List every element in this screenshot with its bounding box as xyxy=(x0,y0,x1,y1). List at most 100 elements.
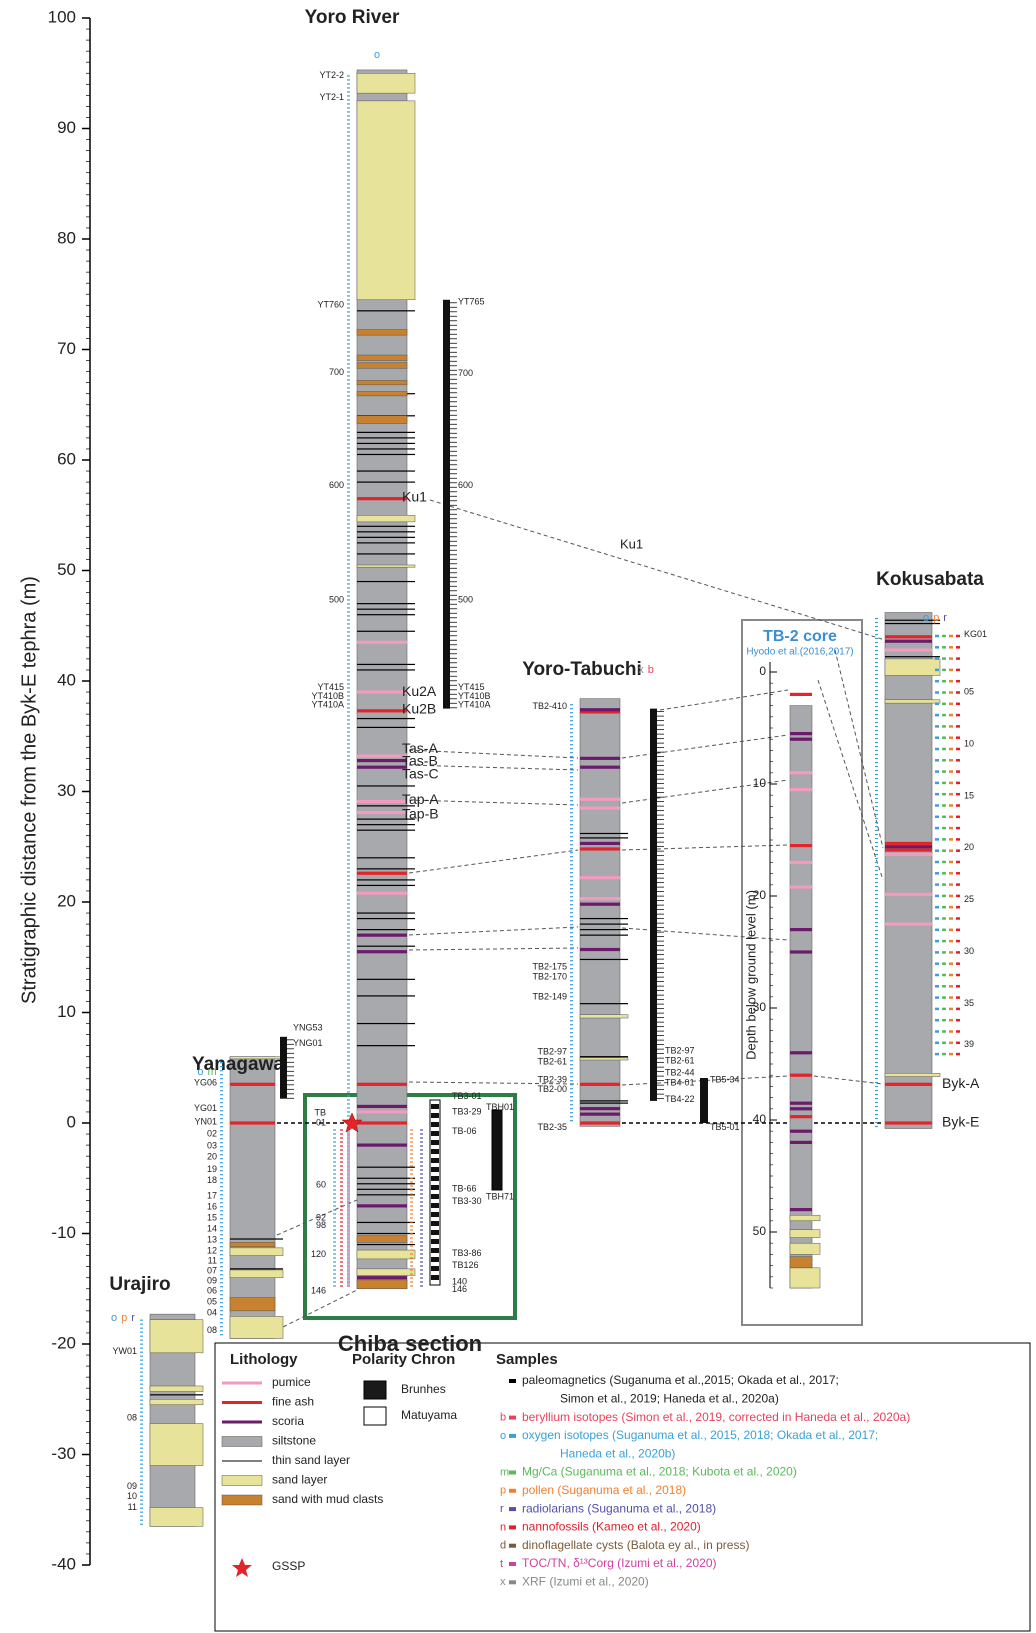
legend-letter: o xyxy=(500,1430,506,1442)
layer xyxy=(229,1242,276,1248)
layer xyxy=(579,1057,629,1061)
layer xyxy=(357,553,415,555)
legend-label: pumice xyxy=(272,1375,311,1389)
sample-label: TB5-34 xyxy=(710,1074,740,1084)
sample-label: YT765 xyxy=(458,296,485,306)
layer xyxy=(580,929,628,931)
tephra-label: Byk-A xyxy=(942,1075,980,1091)
layer xyxy=(885,852,932,857)
legend-label: radiolarians (Suganuma et al., 2018) xyxy=(522,1501,716,1515)
layer xyxy=(885,892,932,896)
legend-swatch xyxy=(363,1406,387,1426)
sample-label: TB2-175 xyxy=(532,962,567,972)
layer xyxy=(885,656,940,658)
sample-label: YW01 xyxy=(112,1346,137,1356)
sample-label: YT410B xyxy=(458,691,491,701)
legend-title: Polarity Chron xyxy=(352,1351,455,1368)
layer xyxy=(356,1235,408,1243)
layer xyxy=(580,958,628,961)
legend-swatch xyxy=(509,1507,516,1512)
section-title: Urajiro xyxy=(109,1274,170,1295)
correlation-line xyxy=(408,749,579,759)
polarity-block xyxy=(431,1275,439,1280)
sample-label: 92 xyxy=(316,1212,326,1222)
layer xyxy=(357,531,415,533)
layer xyxy=(357,1082,407,1086)
tick-label: 50 xyxy=(57,560,76,579)
layer xyxy=(790,1101,812,1105)
layer xyxy=(789,1214,821,1222)
sample-letter: x xyxy=(638,664,644,676)
sample-label: 25 xyxy=(964,894,974,904)
layer xyxy=(357,1183,415,1185)
correlation-line xyxy=(659,689,789,711)
layer xyxy=(580,897,620,901)
legend-label: beryllium isotopes (Simon et al., 2019, … xyxy=(522,1410,910,1424)
sample-label: 120 xyxy=(311,1249,326,1259)
layer xyxy=(885,635,932,639)
sample-label: 20 xyxy=(207,1152,217,1162)
layer xyxy=(356,564,416,568)
sample-label: 20 xyxy=(964,842,974,852)
siltstone-column xyxy=(884,612,933,1129)
sample-label: TB126 xyxy=(452,1260,479,1270)
layer xyxy=(580,1100,628,1102)
layer xyxy=(790,771,812,775)
core-subtitle: Hyodo et al.(2016,2017) xyxy=(746,647,853,658)
layer xyxy=(357,431,415,433)
sample-label: TB-66 xyxy=(452,1184,477,1194)
correlation-line xyxy=(813,1075,884,1085)
layer xyxy=(357,917,415,920)
sample-label: 05 xyxy=(207,1296,217,1306)
layer xyxy=(229,1297,276,1312)
sample-label: YNG53 xyxy=(293,1022,323,1032)
layer xyxy=(357,669,415,671)
layer xyxy=(580,1082,620,1086)
layer xyxy=(357,1022,415,1025)
layer xyxy=(150,1394,203,1396)
layer xyxy=(580,841,620,846)
legend-label: pollen (Suganuma et al., 2018) xyxy=(522,1483,686,1497)
layer xyxy=(230,1082,275,1086)
layer xyxy=(580,765,620,769)
layer xyxy=(885,639,932,643)
sample-letter: o xyxy=(197,1066,203,1078)
layer xyxy=(580,847,620,851)
layer xyxy=(580,797,620,801)
layer xyxy=(357,1243,415,1246)
layer xyxy=(357,810,407,815)
layer xyxy=(790,928,812,932)
layer xyxy=(357,785,415,787)
layer xyxy=(357,805,415,807)
section-title: Yoro-Tabuchi xyxy=(522,659,642,680)
section-title: Yoro River xyxy=(305,7,400,28)
legend-label: TOC/TN, δ¹³Corg (Izumi et al., 2020) xyxy=(522,1556,717,1570)
layer xyxy=(885,1082,932,1086)
sample-label: 16 xyxy=(207,1201,217,1211)
tick-label: -20 xyxy=(51,1333,76,1352)
legend-title: Samples xyxy=(496,1351,558,1368)
sample-label: YT410A xyxy=(311,700,344,710)
layer xyxy=(357,1143,407,1147)
layer xyxy=(357,470,415,472)
layer xyxy=(790,844,812,848)
layer xyxy=(580,1121,620,1125)
tick-label: 20 xyxy=(57,891,76,910)
axis-title: Stratigraphic distance from the Byk-E te… xyxy=(18,576,40,1004)
layer xyxy=(357,1110,407,1114)
sample-label: 146 xyxy=(311,1285,326,1295)
layer xyxy=(149,1423,204,1466)
layer xyxy=(357,448,415,450)
tephra-label: Ku2B xyxy=(402,700,436,716)
layer xyxy=(356,1279,408,1290)
legend-swatch xyxy=(509,1470,516,1475)
sample-label: YT415 xyxy=(458,682,485,692)
layer xyxy=(885,648,932,652)
layer xyxy=(885,922,932,926)
legend-letter: r xyxy=(500,1503,504,1515)
gssp-star xyxy=(341,1112,363,1133)
layer xyxy=(356,415,408,424)
legend-label: fine ash xyxy=(272,1395,314,1409)
